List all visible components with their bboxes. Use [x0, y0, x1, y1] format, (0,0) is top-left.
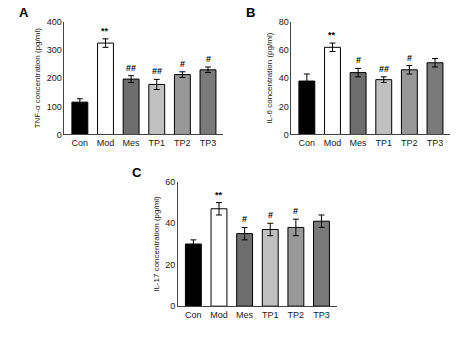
svg-text:60: 60	[279, 45, 289, 55]
svg-text:**: **	[215, 190, 223, 200]
svg-text:Mes: Mes	[123, 138, 141, 148]
svg-text:TP2: TP2	[288, 310, 305, 320]
svg-text:Mes: Mes	[236, 310, 254, 320]
svg-text:80: 80	[279, 17, 289, 27]
svg-text:A: A	[19, 5, 29, 20]
svg-text:#: #	[293, 206, 298, 216]
svg-text:#: #	[407, 53, 412, 63]
svg-text:TP1: TP1	[148, 138, 165, 148]
svg-text:Mes: Mes	[350, 138, 368, 148]
svg-text:#: #	[268, 210, 273, 220]
svg-text:##: ##	[152, 66, 162, 76]
svg-text:#: #	[242, 214, 247, 224]
svg-text:TP2: TP2	[174, 138, 191, 148]
svg-text:IL-17 concentration (pg/ml): IL-17 concentration (pg/ml)	[152, 196, 161, 292]
svg-text:#: #	[180, 59, 185, 69]
svg-text:Con: Con	[299, 138, 316, 148]
svg-text:**: **	[328, 30, 336, 40]
svg-text:TP2: TP2	[401, 138, 418, 148]
svg-text:C: C	[132, 165, 142, 180]
svg-text:#: #	[206, 54, 211, 64]
svg-text:100: 100	[47, 102, 62, 112]
svg-text:##: ##	[126, 63, 136, 73]
svg-text:TP3: TP3	[200, 138, 217, 148]
svg-text:TNF-α concentration (pg/ml): TNF-α concentration (pg/ml)	[33, 28, 42, 129]
svg-text:60: 60	[165, 177, 175, 187]
svg-text:Mod: Mod	[324, 138, 342, 148]
svg-text:0: 0	[284, 130, 289, 140]
svg-text:B: B	[246, 5, 255, 20]
svg-text:TP3: TP3	[427, 138, 444, 148]
svg-text:Con: Con	[185, 310, 202, 320]
svg-text:200: 200	[47, 73, 62, 83]
svg-text:TP1: TP1	[262, 310, 279, 320]
svg-text:Mod: Mod	[210, 310, 228, 320]
svg-text:20: 20	[279, 102, 289, 112]
svg-text:40: 40	[279, 73, 289, 83]
svg-text:0: 0	[170, 301, 175, 311]
svg-text:20: 20	[165, 260, 175, 270]
svg-text:Con: Con	[72, 138, 89, 148]
svg-text:400: 400	[47, 17, 62, 27]
svg-text:Mod: Mod	[97, 138, 115, 148]
svg-text:#: #	[356, 55, 361, 65]
svg-text:40: 40	[165, 218, 175, 228]
svg-text:0: 0	[57, 130, 62, 140]
svg-text:TP3: TP3	[313, 310, 330, 320]
svg-text:IL-6 concentration (pg/ml): IL-6 concentration (pg/ml)	[265, 32, 274, 123]
svg-text:TP1: TP1	[375, 138, 392, 148]
svg-text:300: 300	[47, 45, 62, 55]
svg-text:**: **	[101, 26, 109, 36]
svg-text:##: ##	[379, 64, 389, 74]
